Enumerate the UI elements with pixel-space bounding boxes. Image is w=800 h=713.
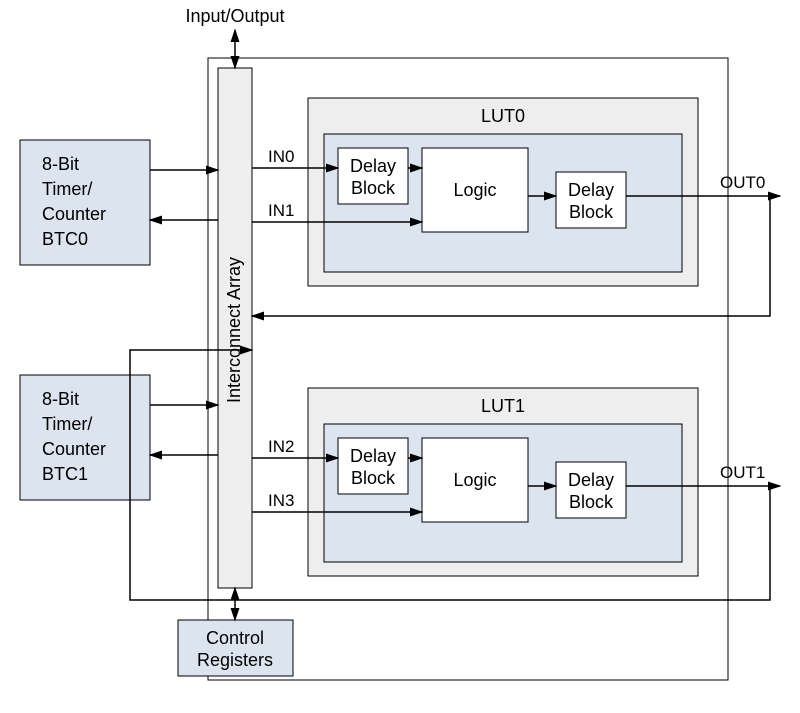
lut0-delay1-l1: Delay [350, 156, 396, 176]
btc1-l1: 8-Bit [42, 389, 79, 409]
lut0-delay2-l2: Block [569, 202, 614, 222]
lut1-delay1-l1: Delay [350, 446, 396, 466]
out0-label: OUT0 [720, 173, 765, 192]
in0-label: IN0 [268, 147, 294, 166]
lut1-delay2-l1: Delay [568, 470, 614, 490]
out1-label: OUT1 [720, 463, 765, 482]
btc0-l4: BTC0 [42, 229, 88, 249]
lut1-logic-label: Logic [453, 470, 496, 490]
lut1-delay1-l2: Block [351, 468, 396, 488]
btc0-l2: Timer/ [42, 179, 92, 199]
interconnect-label: Interconnect Array [224, 257, 244, 403]
in3-label: IN3 [268, 491, 294, 510]
btc0-l3: Counter [42, 204, 106, 224]
btc1-l3: Counter [42, 439, 106, 459]
lut0-delay2-l1: Delay [568, 180, 614, 200]
io-label: Input/Output [185, 6, 284, 26]
in2-label: IN2 [268, 437, 294, 456]
lut0-logic-label: Logic [453, 180, 496, 200]
lut1-title: LUT1 [481, 396, 525, 416]
btc1-l2: Timer/ [42, 414, 92, 434]
lut0-title: LUT0 [481, 106, 525, 126]
control-l2: Registers [197, 650, 273, 670]
control-l1: Control [206, 628, 264, 648]
lut0-delay1-l2: Block [351, 178, 396, 198]
lut1-delay2-l2: Block [569, 492, 614, 512]
btc0-l1: 8-Bit [42, 154, 79, 174]
in1-label: IN1 [268, 201, 294, 220]
btc1-l4: BTC1 [42, 464, 88, 484]
